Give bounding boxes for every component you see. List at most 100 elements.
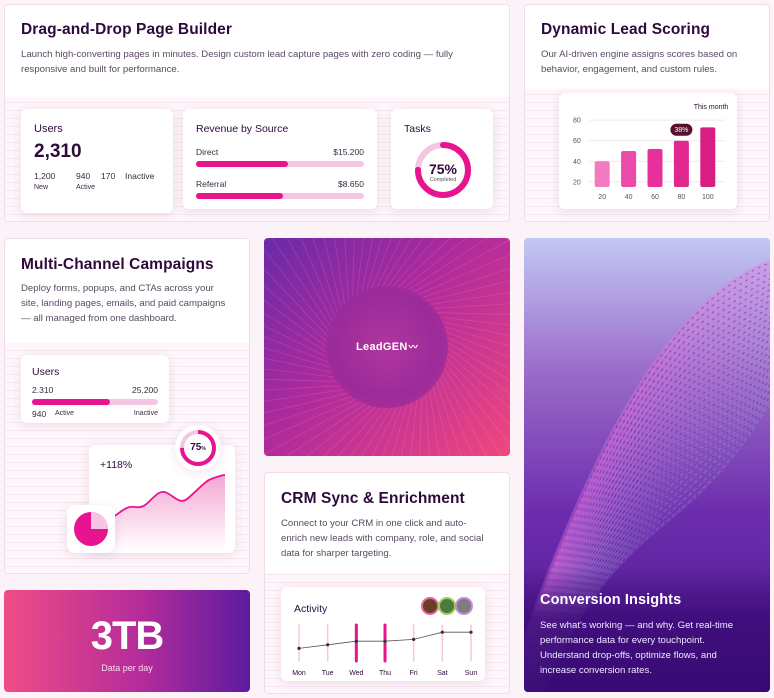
storage-caption: Data per day [101, 663, 153, 673]
score-x-tick: 40 [625, 194, 633, 201]
campaigns-desc-line2: site, landing pages, emails, and paid ca… [21, 298, 226, 309]
growth-label: +118% [100, 459, 133, 471]
growth-area-chart [108, 474, 226, 551]
campaign-ring-percent: 75% [190, 442, 206, 453]
insights-desc-line1: See what's working — and why. Get real-t… [540, 620, 734, 631]
score-x-tick: 20 [598, 194, 606, 201]
activity-point [412, 637, 416, 641]
revenue-direct-fill [196, 161, 289, 167]
users-active-value: 940 [76, 171, 91, 181]
score-bar-chart: This month 80 60 40 20 20 40 60 80 38% 100 [573, 104, 728, 201]
users-widget: Users 2,310 1,200 New 940 Active 170 Ina… [21, 109, 173, 213]
activity-day-label: Thu [379, 670, 391, 677]
activity-widget: Activity Mon Tue Wed Thu Fri Sat Sun [281, 587, 485, 681]
builder-desc-line1: Launch high-converting pages in minutes.… [21, 49, 453, 60]
users-total: 2,310 [34, 141, 82, 162]
revenue-referral-fill [196, 193, 284, 199]
users-active-label: Active [76, 184, 96, 191]
score-bar [621, 151, 637, 187]
score-bar [700, 127, 716, 187]
brand-wing-icon: 〰 [408, 342, 418, 352]
activity-point [440, 630, 444, 634]
insights-text-shade [524, 568, 770, 692]
activity-line-chart: Mon Tue Wed Thu Fri Sat Sun [292, 623, 478, 677]
score-y-tick: 80 [573, 118, 581, 125]
tasks-progress-ring [415, 142, 471, 198]
score-y-tick: 60 [573, 138, 581, 145]
activity-point [326, 643, 330, 647]
activity-title: Activity [294, 603, 328, 615]
avatar [455, 597, 473, 615]
score-y-tick: 40 [573, 159, 581, 166]
revenue-direct-bar [196, 161, 364, 167]
brand-logo: LeadGEN〰 [264, 340, 510, 353]
activity-day-label: Sat [437, 670, 448, 677]
users-inactive-label: Inactive [125, 171, 155, 181]
crm-title: CRM Sync & Enrichment [281, 490, 465, 507]
scoring-desc-line1: Our AI-driven engine assigns scores base… [541, 49, 738, 60]
brand-tile: LeadGEN〰 [264, 238, 510, 456]
activity-day-label: Sun [465, 670, 478, 677]
storage-value: 3TB [90, 614, 165, 658]
campaign-users-right: 25.200 [132, 385, 158, 395]
revenue-widget-title: Revenue by Source [196, 123, 289, 135]
activity-point [354, 639, 358, 643]
crm-card: CRM Sync & Enrichment Connect to your CR… [264, 472, 510, 694]
activity-day-label: Mon [292, 670, 306, 677]
revenue-referral-bar [196, 193, 364, 199]
activity-point [297, 646, 301, 650]
score-bar [594, 161, 610, 187]
brand-rays-decoration [264, 238, 510, 456]
users-inactive-value: 170 [101, 171, 116, 181]
tasks-caption: Completed [429, 177, 457, 183]
insights-desc-line3: Understand drop-offs, optimize flows, an… [540, 650, 717, 661]
campaign-users-inactive-label: Inactive [133, 410, 158, 417]
scoring-desc-line2: behavior, engagement, and custom rules. [541, 64, 717, 75]
campaign-users-active-value: 940 [32, 409, 47, 419]
activity-avatars [421, 597, 473, 615]
crm-desc-line2: enrich new leads with company, role, and… [281, 533, 484, 544]
activity-day-label: Fri [410, 670, 419, 677]
page-builder-card: Drag-and-Drop Page Builder Launch high-c… [4, 4, 510, 222]
revenue-referral-label: Referral [196, 179, 227, 189]
score-bar [673, 140, 689, 187]
brand-center-circle [326, 286, 448, 408]
campaigns-desc-line1: Deploy forms, popups, and CTAs across yo… [21, 283, 214, 294]
revenue-referral-value: $8.650 [338, 179, 364, 189]
activity-point [469, 630, 473, 634]
score-x-tick: 60 [651, 194, 659, 201]
scoring-title: Dynamic Lead Scoring [541, 21, 711, 38]
activity-point [383, 639, 387, 643]
builder-title: Drag-and-Drop Page Builder [21, 21, 233, 38]
campaign-users-left: 2.310 [32, 385, 54, 395]
campaign-users-bar [32, 399, 158, 405]
score-tooltip-label: 38% [674, 127, 688, 134]
storage-card: 3TB Data per day [4, 590, 250, 692]
score-tooltip [670, 123, 693, 136]
campaigns-card: Multi-Channel Campaigns Deploy forms, po… [4, 238, 250, 574]
tasks-percent: 75% [428, 161, 458, 177]
campaign-users-widget: Users 2.310 25.200 940 Active Inactive [21, 355, 169, 423]
tasks-widget: Tasks 75% Completed [391, 109, 493, 209]
activity-day-label: Wed [349, 670, 363, 677]
users-new-value: 1,200 [34, 171, 56, 181]
insights-desc-line2: performance data for every touchpoint. [540, 635, 705, 646]
campaign-ring-widget: 75% [175, 425, 221, 471]
crm-desc-line1: Connect to your CRM in one click and aut… [281, 518, 467, 529]
lead-scoring-card: Dynamic Lead Scoring Our AI-driven engin… [524, 4, 770, 222]
campaign-users-active-label: Active [55, 410, 75, 417]
activity-day-label: Tue [322, 670, 334, 677]
users-widget-title: Users [34, 123, 63, 135]
crm-desc-line3: data for sharper targeting. [281, 548, 392, 559]
revenue-direct-label: Direct [196, 147, 219, 157]
campaign-users-fill [32, 399, 111, 405]
insights-card: Conversion Insights See what's working —… [524, 238, 770, 692]
revenue-widget: Revenue by Source Direct $15.200 Referra… [183, 109, 377, 209]
pie-widget [67, 505, 115, 553]
tasks-widget-title: Tasks [404, 123, 431, 135]
campaigns-desc-line3: — all managed from one dashboard. [21, 313, 177, 324]
score-y-tick: 20 [573, 179, 581, 186]
builder-desc-line2: responsive and built for performance. [21, 64, 180, 75]
campaign-progress-ring [180, 430, 216, 466]
pie-chart-icon [74, 512, 108, 546]
